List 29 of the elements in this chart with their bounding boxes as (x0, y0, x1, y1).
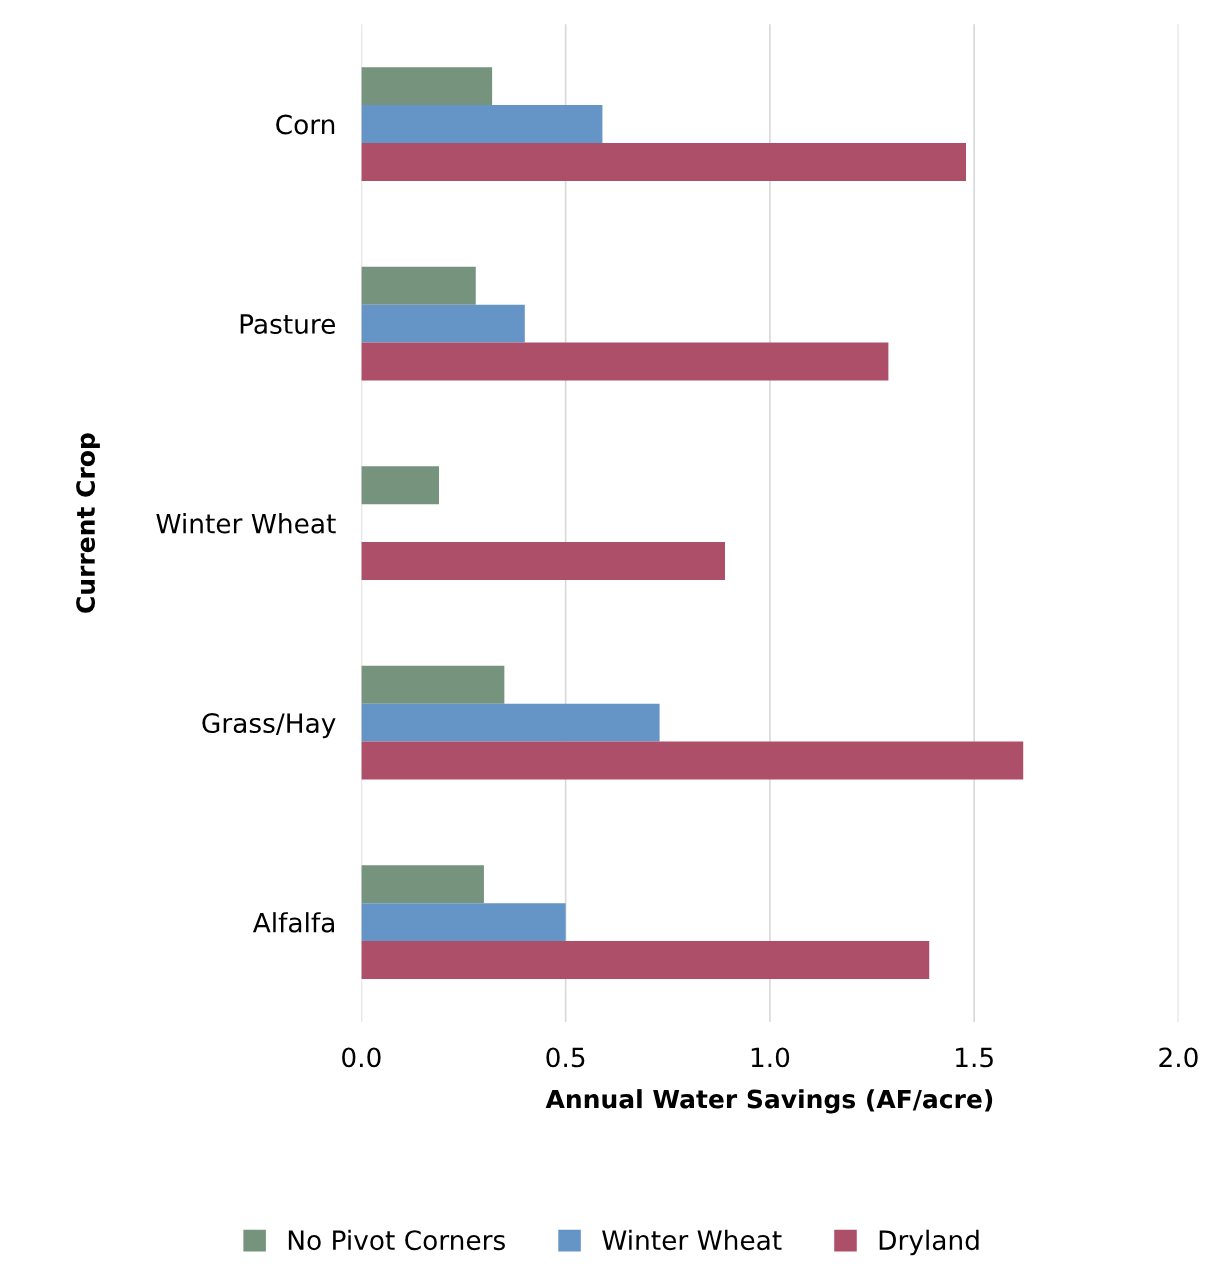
bar (361, 703, 660, 742)
x-tick-label: 1.0 (751, 1047, 790, 1068)
bar (361, 143, 967, 181)
y-axis-title: Current Crop (76, 433, 100, 613)
y-tick-label: Grass/Hay (202, 713, 336, 739)
y-tick-label: Alfalfa (252, 912, 334, 933)
bar (361, 67, 493, 106)
x-tick-label: 0.0 (342, 1047, 381, 1068)
bar (361, 266, 476, 305)
y-tick-label: Winter Wheat (156, 513, 336, 534)
bar (361, 741, 1024, 780)
bar (361, 865, 484, 904)
bar (361, 466, 439, 505)
x-axis-title: Annual Water Savings (AF/acre) (545, 1089, 993, 1114)
bar (361, 342, 889, 381)
legend-label: Dryland (879, 1229, 979, 1256)
bar (361, 665, 505, 704)
bar (361, 941, 930, 980)
x-tick-label: 0.5 (546, 1047, 585, 1068)
bar (361, 304, 525, 343)
legend-label: Winter Wheat (602, 1229, 782, 1251)
bar (361, 542, 725, 580)
legend-label: No Pivot Corners (288, 1229, 505, 1251)
x-tick-label: 2.0 (1159, 1047, 1198, 1068)
y-tick-label: Corn (276, 114, 335, 135)
bar (361, 105, 603, 144)
y-tick-label: Pasture (240, 314, 335, 334)
x-tick-label: 1.5 (956, 1047, 993, 1068)
bar (361, 903, 566, 942)
